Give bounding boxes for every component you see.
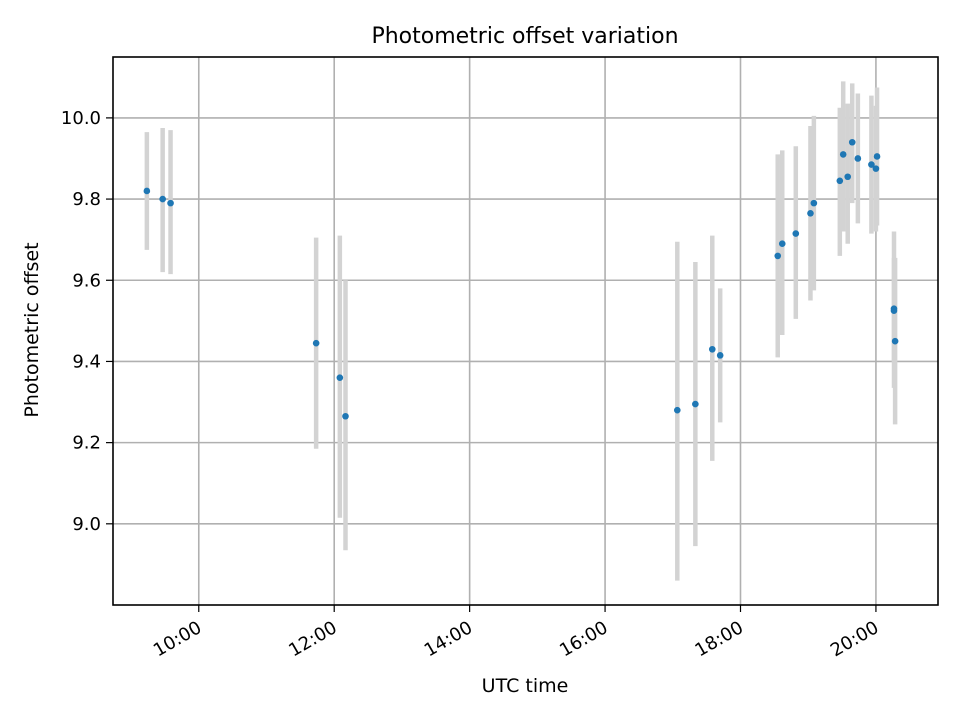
data-point [890,305,898,312]
data-point [839,151,847,158]
data-point [692,400,699,408]
data-point [810,199,818,207]
data-point [778,240,786,248]
data-point [336,374,344,381]
y-tick-label: 9.8 [72,189,101,210]
data-point [807,209,814,217]
data-point [159,195,166,203]
error-bars [144,81,898,581]
data-points [143,138,899,420]
x-tick-label: 20:00 [827,617,882,661]
data-point [872,165,880,172]
data-point [792,230,800,237]
data-point [848,138,856,146]
y-tick-label: 10.0 [61,108,101,129]
y-tick-label: 9.4 [72,351,101,372]
data-point [891,337,899,345]
y-axis-label: Photometric offset [21,242,43,417]
data-point [673,406,681,414]
y-tick-label: 9.2 [72,433,101,454]
data-point [716,352,724,359]
data-point [342,412,349,420]
data-point [143,187,151,195]
x-tick-label: 16:00 [556,617,611,661]
data-point [844,173,852,181]
x-tick-label: 12:00 [285,617,340,661]
x-tick-label: 10:00 [150,617,205,661]
data-point [708,345,716,353]
x-tick-label: 18:00 [692,617,747,661]
data-point [868,161,875,168]
y-tick-label: 9.6 [72,270,101,291]
data-point [854,155,862,162]
plot-frame [112,56,939,606]
chart-title: Photometric offset variation [371,24,678,49]
data-point [167,199,174,207]
x-tick-label: 14:00 [421,617,476,661]
data-point [312,339,320,347]
y-tick-label: 9.0 [72,514,101,535]
data-point [873,153,881,160]
axis-ticks: 10:00 12:00 14:00 16:00 18:00 20:00 9.0 9.2 9.4 9… [61,108,883,661]
data-point [774,252,782,260]
x-axis-label: UTC time [482,675,569,697]
data-point [836,177,844,185]
